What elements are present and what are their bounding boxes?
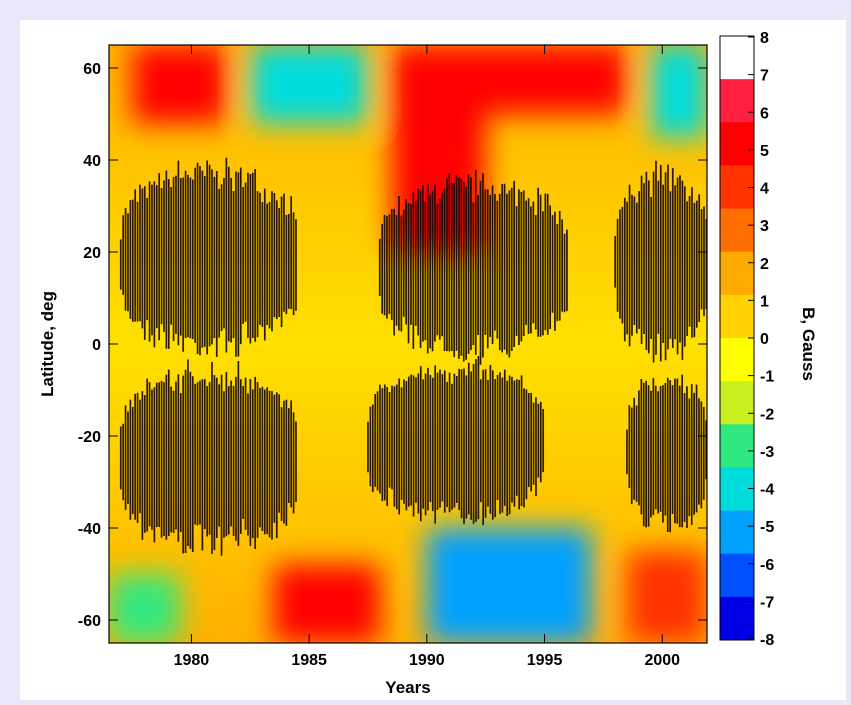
x-tick-label-2000: 2000 [644,652,680,669]
colorbar-tick-label: -2 [760,406,774,423]
field-region-5 [109,574,180,643]
field-regions [109,45,707,643]
field-region-8 [626,551,707,643]
x-tick-label-1990: 1990 [409,652,445,669]
colorbar-swatch-7 [720,338,754,382]
x-tick-label-1995: 1995 [527,652,563,669]
colorbar: 8 7 6 5 4 3 2 1 0 -1 -2 -3 -4 -5 -6 -7 -8 [719,30,774,649]
y-tick-label-60: 60 [83,61,101,78]
colorbar-swatch-10 [720,467,754,512]
colorbar-swatch-1 [720,79,754,123]
colorbar-tick-label: -5 [760,519,774,536]
colorbar-tick-label: -8 [760,632,774,649]
y-tick-label--40: -40 [78,521,101,538]
field-region-6 [273,564,380,643]
y-tick-label--20: -20 [78,429,101,446]
colorbar-tick-label: -3 [760,444,774,461]
y-tick-label-20: 20 [83,245,101,262]
colorbar-tick-label: 2 [760,256,769,273]
x-tick-label-1985: 1985 [291,652,327,669]
colorbar-swatch-6 [720,294,754,339]
colorbar-tick-label: 6 [760,105,769,122]
colorbar-swatch-11 [720,510,754,555]
sunspot-belt-1 [119,359,297,556]
sunspot-belt-5 [626,374,707,533]
y-tick-label-40: 40 [83,153,101,170]
field-region-7 [426,528,592,643]
sunspot-belt-4 [614,160,707,363]
colorbar-tick-label: 3 [760,218,769,235]
colorbar-label: B, Gauss [799,307,818,381]
field-region-4 [650,45,707,137]
field-region-0 [132,45,227,124]
colorbar-swatch-4 [720,208,754,253]
y-axis-label: Latitude, deg [38,291,57,397]
colorbar-tick-label: -7 [760,594,774,611]
colorbar-tick-label: 1 [760,293,769,310]
y-tick-label-0: 0 [92,337,101,354]
x-axis-label: Years [385,678,430,697]
colorbar-swatch-9 [720,424,754,468]
colorbar-swatch-13 [720,596,754,641]
colorbar-swatch-2 [720,122,754,166]
colorbar-tick-label: 8 [760,30,769,47]
colorbar-tick-label: -6 [760,557,774,574]
y-tick-label--60: -60 [78,613,101,630]
colorbar-swatch-5 [720,251,754,296]
colorbar-tick-label: 0 [760,331,769,348]
plot-area [109,45,707,643]
colorbar-swatch-12 [720,553,754,598]
colorbar-tick-label: 4 [760,181,769,198]
axis-ticks: 1980 1985 1990 1995 2000 -60 -40 -20 0 20 40 60 [78,45,707,669]
field-region-2 [391,45,486,252]
colorbar-tick-label: -4 [760,482,774,499]
x-tick-label-1980: 1980 [174,652,210,669]
field-region-1 [250,45,368,124]
colorbar-tick-label: 7 [760,68,769,85]
sunspot-belt-0 [119,157,297,357]
colorbar-tick-label: 5 [760,143,769,160]
field-region-3 [485,45,627,114]
colorbar-tick-label: -1 [760,369,774,386]
sunspot-belts [119,157,707,556]
sunspot-belt-3 [367,355,545,526]
colorbar-swatch-0 [720,36,754,80]
sunspot-belt-2 [378,169,568,365]
colorbar-swatch-8 [720,381,754,425]
